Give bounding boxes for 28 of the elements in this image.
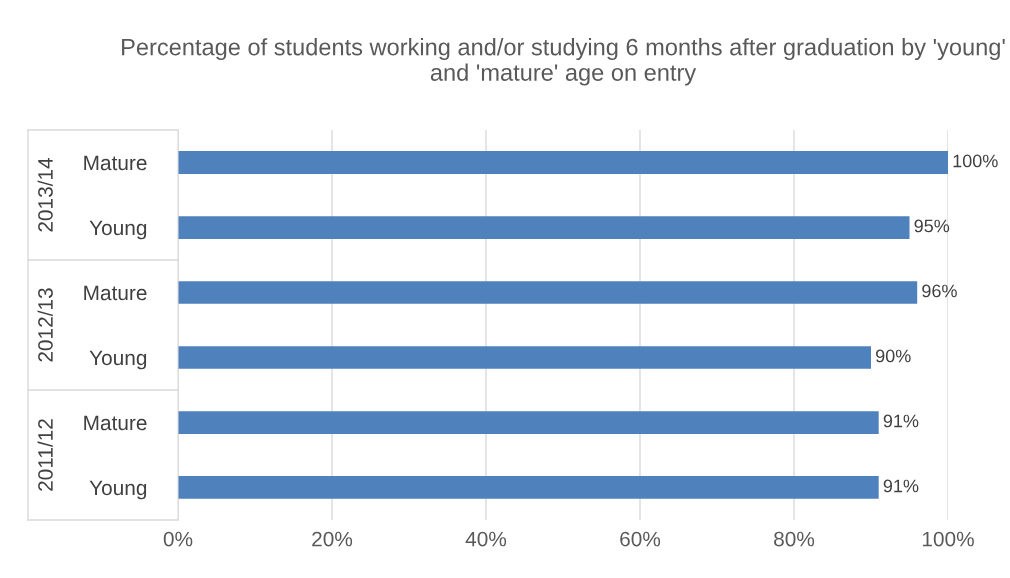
y-tick-label: Young: [89, 350, 147, 370]
chart-title: Percentage of students working and/or studying 6 months after graduation by 'young' and 'mature' age on entry: [122, 38, 1005, 86]
x-tick-label: 0%: [163, 531, 193, 547]
text: 2012/13: [37, 288, 53, 362]
data-label: 100%: [953, 154, 998, 168]
bar: [178, 216, 910, 239]
x-tick-label: 40%: [465, 531, 507, 547]
y-tick-label: Mature: [84, 155, 147, 171]
text: 2011/12: [37, 419, 53, 491]
data-label: 90%: [876, 349, 911, 363]
bar: [178, 346, 871, 369]
bar: [178, 411, 879, 434]
x-tick-label: 60%: [620, 531, 661, 547]
x-tick-label: 20%: [312, 531, 353, 547]
data-label: 91%: [883, 479, 919, 493]
data-label: 91%: [883, 414, 919, 428]
y-tick-label: Mature: [84, 415, 147, 431]
text: 2013/14: [37, 157, 53, 232]
bar: [178, 281, 918, 304]
y-tick-label: Young: [89, 480, 147, 500]
data-label: 96%: [922, 284, 957, 298]
y-tick-label: Mature: [84, 285, 147, 301]
x-tick-label: 80%: [774, 531, 815, 547]
y-tick-label: Young: [89, 220, 147, 240]
bar: [178, 476, 879, 499]
bar: [178, 151, 948, 174]
data-label: 95%: [914, 219, 950, 233]
x-tick-label: 100%: [922, 531, 974, 547]
